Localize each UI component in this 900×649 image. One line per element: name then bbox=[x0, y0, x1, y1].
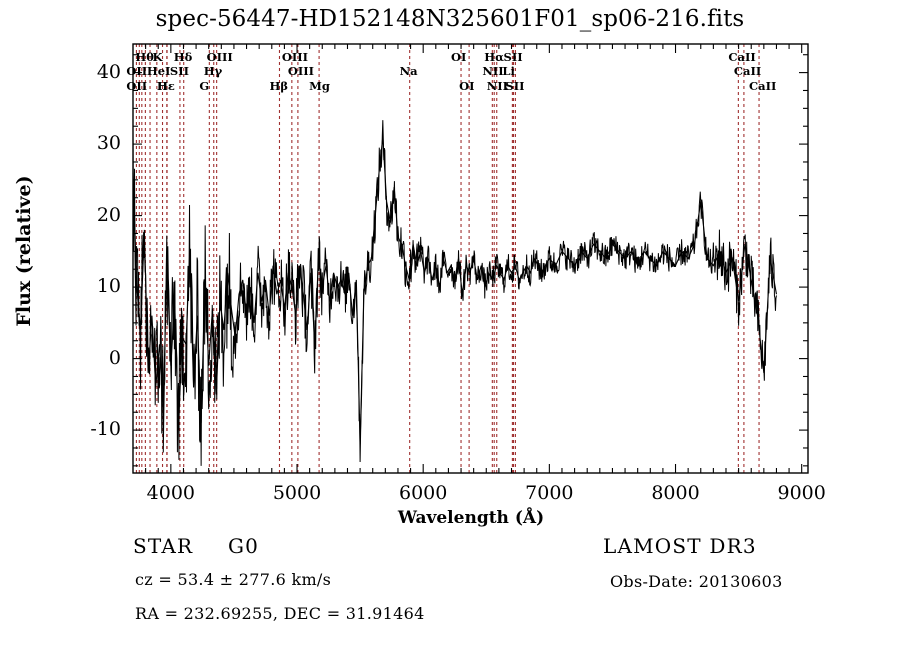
line-label-H-12: Hγ bbox=[203, 64, 223, 78]
object-class-label: STAR bbox=[133, 534, 194, 558]
line-label-OI-5: OI bbox=[451, 50, 467, 64]
line-label-SII-11: SII bbox=[169, 64, 189, 78]
line-label-OIII-13: OIII bbox=[287, 64, 315, 78]
line-label-OII-18: OII bbox=[126, 79, 148, 93]
coordinates-label: RA = 232.69255, DEC = 31.91464 bbox=[135, 604, 425, 623]
line-label-CaII-8: CaII bbox=[728, 50, 756, 64]
line-label-H-19: Hε bbox=[157, 79, 175, 93]
line-label-OIII-3: OIII bbox=[206, 50, 233, 64]
line-label-H-2: Hδ bbox=[173, 50, 193, 64]
line-label-HeI-10: HeI bbox=[146, 64, 171, 78]
y-tick-label-1: 0 bbox=[108, 346, 121, 369]
line-label-H-0: Hθ bbox=[135, 50, 154, 64]
y-tick-label-3: 20 bbox=[96, 203, 121, 226]
line-label-SII-7: SII bbox=[503, 50, 523, 64]
x-tick-label-5: 9000 bbox=[777, 482, 826, 504]
x-axis-label: Wavelength (Å) bbox=[397, 508, 545, 528]
x-tick-label-3: 7000 bbox=[525, 482, 574, 504]
line-label-CaII-17: CaII bbox=[733, 64, 762, 78]
line-label-NII-15: NII bbox=[482, 64, 504, 78]
figure-title: spec-56447-HD152148N325601F01_sp06-216.f… bbox=[155, 6, 745, 32]
spectrum-noise bbox=[132, 120, 777, 466]
y-tick-label-0: -10 bbox=[90, 418, 121, 441]
spectral-type-label: G0 bbox=[228, 534, 260, 558]
x-tick-label-2: 6000 bbox=[398, 482, 448, 504]
x-tick-label-1: 5000 bbox=[272, 482, 322, 504]
line-label-H-22: Hβ bbox=[269, 79, 288, 93]
line-label-H-6: Hα bbox=[484, 50, 504, 64]
survey-label: LAMOST DR3 bbox=[603, 534, 757, 558]
line-label-OIII-4: OIII bbox=[281, 50, 308, 64]
x-tick-label-0: 4000 bbox=[146, 482, 196, 504]
line-label-G-21: G bbox=[199, 79, 210, 93]
line-label-Li-16: Li bbox=[502, 64, 515, 78]
y-tick-label-2: 10 bbox=[96, 275, 121, 298]
line-label-NII-25: NII bbox=[486, 79, 509, 93]
line-label-K-1: K bbox=[152, 50, 163, 64]
y-tick-label-5: 40 bbox=[96, 60, 121, 83]
line-label-OI-24: OI bbox=[459, 79, 475, 93]
y-tick-label-4: 30 bbox=[96, 132, 121, 155]
axis-ticks bbox=[133, 44, 808, 473]
obs-date-label: Obs-Date: 20130603 bbox=[610, 572, 783, 591]
y-axis-label: Flux (relative) bbox=[13, 175, 35, 327]
line-label-Na-14: Na bbox=[399, 64, 418, 78]
x-tick-label-4: 8000 bbox=[651, 482, 700, 504]
line-label-CaII-27: CaII bbox=[749, 79, 777, 93]
line-label-H-20: H bbox=[156, 79, 168, 93]
plot-frame bbox=[132, 43, 809, 474]
line-label-Mg-23: Mg bbox=[309, 79, 330, 93]
redshift-velocity-label: cz = 53.4 ± 277.6 km/s bbox=[135, 570, 332, 589]
line-label-OII-9: OII bbox=[126, 64, 148, 78]
line-label-SII-26: SII bbox=[505, 79, 525, 93]
